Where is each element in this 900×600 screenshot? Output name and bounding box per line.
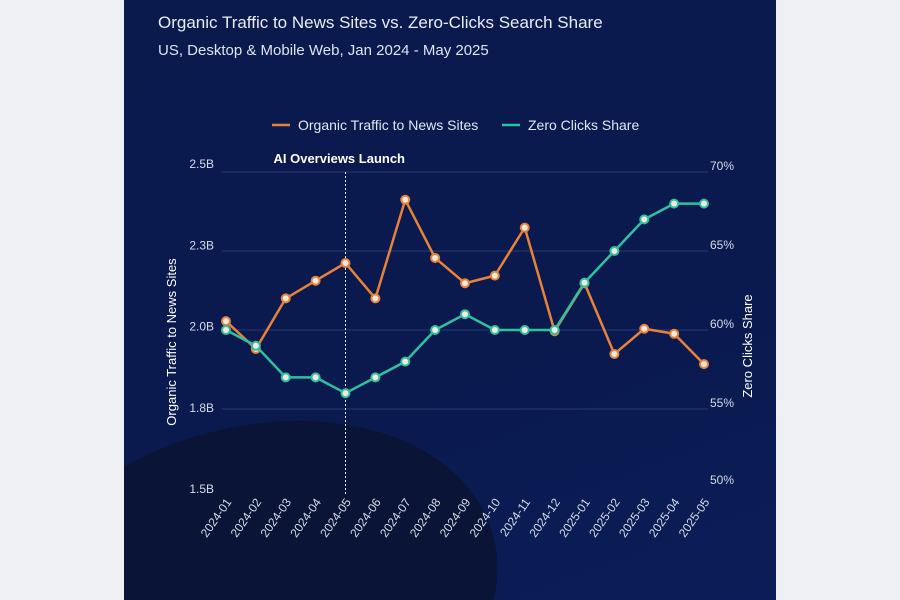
chart-subtitle: US, Desktop & Mobile Web, Jan 2024 - May… xyxy=(158,42,489,59)
y-left-tick-label: 1.5B xyxy=(189,482,214,496)
zero-clicks-point xyxy=(221,325,231,335)
zero-clicks-point xyxy=(639,214,650,225)
x-tick-label: 2025-05 xyxy=(676,495,713,539)
organic-traffic-point xyxy=(400,194,411,205)
y-left-tick-label: 1.8B xyxy=(189,401,214,415)
organic-traffic-point xyxy=(340,258,351,269)
zero-clicks-point xyxy=(280,372,291,383)
zero-clicks-point xyxy=(460,309,470,320)
organic-traffic-point xyxy=(370,293,381,304)
organic-traffic-point xyxy=(310,275,321,286)
series-line-zero-clicks xyxy=(225,202,704,395)
y-right-axis-title: Zero Clicks Share xyxy=(740,294,755,397)
organic-traffic-point xyxy=(669,328,680,339)
left-page-margin xyxy=(0,0,124,600)
zero-clicks-point xyxy=(549,325,560,335)
y-left-axis-title: Organic Traffic to News Sites xyxy=(164,258,179,426)
x-tick-label: 2024-10 xyxy=(467,495,504,539)
legend-label-organic-traffic: Organic Traffic to News Sites xyxy=(298,117,478,133)
organic-traffic-point xyxy=(460,278,470,289)
organic-traffic-point xyxy=(639,323,650,334)
zero-clicks-point xyxy=(340,388,351,399)
organic-traffic-point xyxy=(221,316,231,327)
zero-clicks-point xyxy=(609,246,620,256)
zero-clicks-point xyxy=(400,356,411,367)
chart-panel: Organic Traffic to News Sites vs. Zero-C… xyxy=(124,0,776,600)
y-right-tick-label: 60% xyxy=(710,317,734,331)
organic-traffic-point xyxy=(609,349,620,360)
y-left-tick-label: 2.3B xyxy=(189,238,214,252)
annotation-label: AI Overviews Launch xyxy=(274,151,406,166)
y-right-tick-label: 55% xyxy=(710,396,734,410)
organic-traffic-point xyxy=(280,293,291,304)
y-right-tick-label: 65% xyxy=(710,238,734,252)
zero-clicks-point xyxy=(310,372,321,383)
zero-clicks-point xyxy=(489,325,500,335)
zero-clicks-point xyxy=(669,198,680,209)
chart-title: Organic Traffic to News Sites vs. Zero-C… xyxy=(158,13,603,32)
zero-clicks-point xyxy=(699,198,709,209)
zero-clicks-point xyxy=(250,340,261,351)
right-page-margin xyxy=(776,0,900,600)
organic-traffic-point xyxy=(430,252,441,263)
y-left-tick-label: 2.0B xyxy=(189,320,214,334)
organic-traffic-point xyxy=(519,222,530,233)
zero-clicks-point xyxy=(579,277,590,288)
zero-clicks-point xyxy=(370,372,381,383)
zero-clicks-point xyxy=(519,325,530,335)
zero-clicks-point xyxy=(430,325,441,335)
y-right-tick-label: 50% xyxy=(710,473,734,487)
organic-traffic-point xyxy=(699,359,709,370)
y-right-tick-label: 70% xyxy=(710,159,734,173)
organic-traffic-point xyxy=(489,270,500,281)
legend-label-zero-clicks: Zero Clicks Share xyxy=(528,117,639,133)
y-left-tick-label: 2.5B xyxy=(189,157,214,171)
line-chart: 1.5B 1.8B 2.0B 2.3B 2.5B 50% 55% 60% 65% 70% Organ… xyxy=(164,117,755,540)
